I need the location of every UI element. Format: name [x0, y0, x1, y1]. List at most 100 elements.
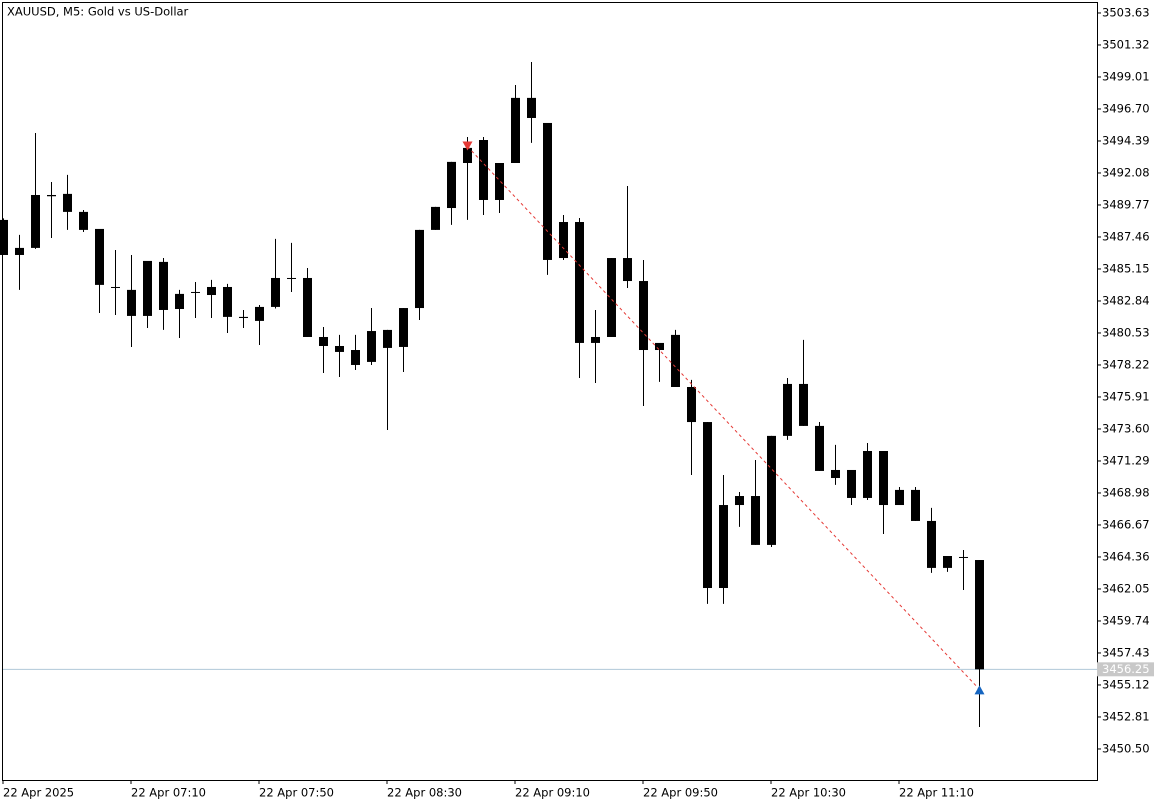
- candle-body: [687, 386, 696, 423]
- candle-body: [143, 260, 152, 316]
- candle-body: [767, 435, 776, 545]
- candle-body: [863, 450, 872, 498]
- candle-body: [255, 306, 264, 321]
- y-tick-label: 3468.98: [1102, 485, 1150, 499]
- y-tick-label: 3473.60: [1102, 421, 1150, 435]
- x-tick-label: 22 Apr 09:50: [643, 786, 718, 800]
- candle-body: [95, 228, 104, 285]
- candle-body: [0, 219, 8, 255]
- candle-body: [495, 162, 504, 200]
- candle-body: [175, 293, 184, 310]
- candle-body: [895, 489, 904, 506]
- candle-body: [47, 194, 56, 197]
- x-tick-label: 22 Apr 10:30: [771, 786, 846, 800]
- candle-body: [447, 161, 456, 209]
- candle-body: [63, 193, 72, 212]
- candle-body: [607, 258, 616, 337]
- candle-body: [191, 291, 200, 293]
- x-tick-label: 22 Apr 07:50: [259, 786, 334, 800]
- candle-body: [543, 122, 552, 260]
- y-tick-label: 3485.15: [1102, 261, 1150, 275]
- candle-body: [639, 281, 648, 351]
- candle-body: [911, 489, 920, 521]
- candle-body: [351, 350, 360, 365]
- candle-body: [271, 277, 280, 307]
- trade-line: [467, 146, 980, 690]
- candle-body: [463, 147, 472, 163]
- candle-body: [703, 422, 712, 589]
- y-tick-label: 3499.01: [1102, 69, 1150, 83]
- candle-body: [847, 469, 856, 498]
- candle-body: [159, 261, 168, 310]
- candle-body: [575, 222, 584, 343]
- candle-body: [927, 520, 936, 568]
- candle-body: [239, 316, 248, 319]
- x-tick-label: 22 Apr 07:10: [131, 786, 206, 800]
- y-tick-label: 3482.84: [1102, 293, 1150, 307]
- x-tick-label: 22 Apr 11:10: [899, 786, 974, 800]
- candle-body: [431, 206, 440, 230]
- y-tick-label: 3466.67: [1102, 517, 1150, 531]
- y-tick-label: 3459.74: [1102, 613, 1150, 627]
- candle-body: [655, 342, 664, 351]
- x-tick-label: 22 Apr 09:10: [515, 786, 590, 800]
- y-tick-label: 3478.22: [1102, 357, 1150, 371]
- candle-body: [623, 258, 632, 282]
- plot-frame: [2, 2, 1098, 781]
- candle-body: [31, 194, 40, 248]
- y-tick-label: 3475.91: [1102, 389, 1150, 403]
- buy-arrow: [974, 685, 985, 695]
- y-tick-label: 3489.77: [1102, 197, 1150, 211]
- candle-body: [127, 289, 136, 316]
- chart-title: XAUUSD, M5: Gold vs US-Dollar: [7, 5, 189, 19]
- candle-body: [783, 383, 792, 436]
- candle-body: [207, 286, 216, 296]
- candle-body: [815, 425, 824, 471]
- candle-body: [959, 556, 968, 558]
- y-tick-label: 3452.81: [1102, 709, 1150, 723]
- candle-body: [527, 97, 536, 118]
- current-price-box: [1097, 662, 1154, 677]
- candle-body: [943, 556, 952, 568]
- candle-body: [335, 345, 344, 352]
- candle-body: [399, 308, 408, 347]
- y-tick-label: 3501.32: [1102, 37, 1150, 51]
- candle-body: [79, 211, 88, 230]
- candle-body: [735, 496, 744, 506]
- y-tick-label: 3464.36: [1102, 549, 1150, 563]
- x-tick-label: 22 Apr 08:30: [387, 786, 462, 800]
- candle-body: [559, 222, 568, 259]
- y-tick-label: 3450.50: [1102, 741, 1150, 755]
- y-tick-label: 3457.43: [1102, 645, 1150, 659]
- y-tick-label: 3480.53: [1102, 325, 1150, 339]
- candle-body: [879, 450, 888, 506]
- y-tick-label: 3503.63: [1102, 5, 1150, 19]
- candle-body: [975, 560, 984, 670]
- candle-body: [799, 383, 808, 426]
- y-tick-label: 3471.29: [1102, 453, 1150, 467]
- candle-body: [367, 331, 376, 362]
- candle-body: [511, 97, 520, 163]
- y-tick-label: 3494.39: [1102, 133, 1150, 147]
- candle-body: [415, 229, 424, 309]
- candle-body: [15, 247, 24, 255]
- candle-body: [383, 329, 392, 348]
- y-tick-label: 3496.70: [1102, 101, 1150, 115]
- candle-body: [223, 286, 232, 317]
- sell-arrow: [462, 141, 473, 151]
- candle-body: [479, 140, 488, 200]
- candle-body: [719, 505, 728, 589]
- candle-body: [831, 469, 840, 479]
- candle-body: [591, 336, 600, 343]
- candle-body: [319, 336, 328, 346]
- y-tick-label: 3492.08: [1102, 165, 1150, 179]
- candle-body: [671, 334, 680, 387]
- candle-body: [287, 277, 296, 279]
- x-tick-label: 22 Apr 2025: [3, 786, 74, 800]
- y-tick-label: 3455.12: [1102, 677, 1150, 691]
- y-tick-label: 3487.46: [1102, 229, 1150, 243]
- current-price-label: 3456.25: [1102, 662, 1150, 676]
- y-tick-label: 3462.05: [1102, 581, 1150, 595]
- candle-body: [303, 277, 312, 337]
